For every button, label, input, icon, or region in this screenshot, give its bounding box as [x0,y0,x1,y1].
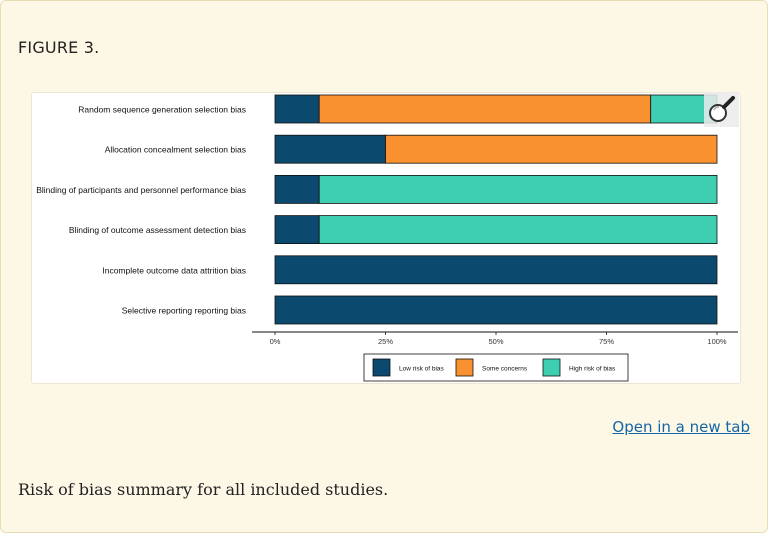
legend-box [363,353,629,382]
bar-segment [274,134,386,164]
bar-segment [274,215,320,244]
open-in-new-tab-link[interactable]: Open in a new tab [612,418,750,436]
bar-segment [274,295,718,325]
bar-segment [318,175,718,204]
bar-segment [318,94,652,124]
x-tick-label: 75% [599,337,614,346]
legend-swatch [542,358,561,377]
category-label: Selective reporting reporting bias [122,306,246,316]
x-tick-label: 50% [488,337,503,346]
figure-label: FIGURE 3. [18,38,100,57]
legend-label: Some concerns [482,366,528,373]
category-label: Blinding of outcome assessment detection… [69,225,246,235]
x-tick-label: 25% [378,337,393,346]
x-tick-label: 0% [270,337,281,346]
bar-segment [385,134,718,164]
category-label: Allocation concealment selection bias [105,145,246,155]
category-label: Blinding of participants and personnel p… [36,185,246,195]
magnifier-zoom-icon [709,96,735,122]
figure-caption: Risk of bias summary for all included st… [18,480,389,499]
legend-swatch [455,358,474,377]
risk-of-bias-chart: Random sequence generation selection bia… [36,94,738,382]
bar-segment [274,94,320,124]
legend-label: Low risk of bias [399,366,445,373]
chart-panel[interactable]: Random sequence generation selection bia… [31,92,741,384]
bar-segment [318,215,718,244]
zoom-button[interactable] [704,92,739,127]
legend-label: High risk of bias [569,366,616,373]
x-tick-label: 100% [707,337,727,346]
legend-swatch [372,358,391,377]
bar-segment [274,255,718,285]
category-label: Random sequence generation selection bia… [78,105,246,115]
category-label: Incomplete outcome data attrition bias [102,265,246,275]
bar-segment [274,175,320,204]
